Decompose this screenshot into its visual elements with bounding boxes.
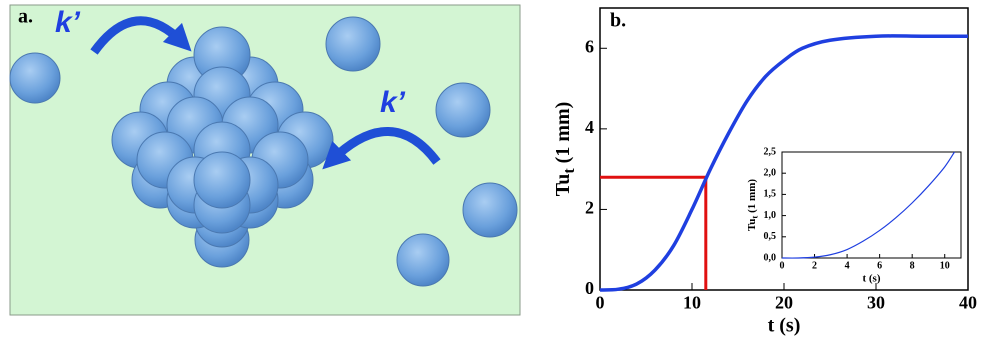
y-label-rest: (1 mm) — [552, 102, 574, 169]
y-tick-label: 1,5 — [764, 189, 777, 200]
rate-label: k’ — [55, 6, 81, 39]
x-tick-label: 0 — [780, 260, 785, 271]
x-tick-label: 10 — [940, 260, 950, 271]
y-axis-label: Tut (1 mm) — [746, 179, 760, 231]
panel-label: a. — [18, 6, 33, 28]
curve — [781, 151, 955, 259]
y-tick-label: 1,0 — [764, 210, 777, 221]
x-tick-label: 4 — [845, 260, 850, 271]
y-label-main: Tu — [746, 219, 758, 231]
sphere — [435, 82, 491, 138]
y-label-sub: t — [561, 168, 578, 174]
y-tick-label: 0,5 — [764, 231, 777, 242]
x-tick-label: 30 — [867, 293, 885, 313]
y-tick-label: 6 — [585, 36, 594, 56]
x-tick-label: 8 — [910, 260, 915, 271]
x-axis-label: t (s) — [862, 272, 880, 284]
x-tick-label: 6 — [877, 260, 882, 271]
x-tick-label: 20 — [775, 293, 793, 313]
plot-frame — [781, 151, 962, 259]
y-tick-label: 2 — [585, 198, 594, 218]
x-axis-label: t (s) — [768, 315, 801, 337]
x-tick-label: 10 — [683, 293, 701, 313]
spheres — [9, 16, 518, 287]
rate-label: k’ — [380, 86, 406, 119]
x-tick-label: 40 — [959, 293, 977, 313]
x-tick-label: 0 — [596, 293, 605, 313]
y-tick-label: 0 — [585, 278, 594, 298]
panel-a: a. k’ k’ — [9, 4, 521, 316]
sphere — [396, 233, 450, 287]
y-tick-label: 0,0 — [764, 252, 777, 263]
y-tick-label: 2,0 — [764, 167, 777, 178]
curve — [599, 34, 968, 292]
y-label-main: Tu — [552, 174, 574, 197]
y-axis-label: Tut (1 mm) — [552, 102, 578, 197]
y-tick-label: 2,5 — [764, 146, 777, 157]
inset-chart: 0 2 4 6 8 10 0,0 0,5 1,0 1,5 2,0 2,5 t (s) Tut (1 mm) — [746, 146, 962, 284]
arrow — [90, 16, 192, 55]
y-label-sub: t — [749, 216, 759, 219]
sphere — [193, 151, 251, 209]
sphere — [9, 52, 61, 104]
sphere — [462, 182, 518, 238]
arrow — [322, 127, 441, 170]
x-tick-label: 2 — [812, 260, 817, 271]
sphere — [325, 16, 381, 72]
y-tick-label: 4 — [585, 117, 594, 137]
panel-label: b. — [610, 10, 626, 32]
y-label-rest: (1 mm) — [746, 179, 758, 216]
